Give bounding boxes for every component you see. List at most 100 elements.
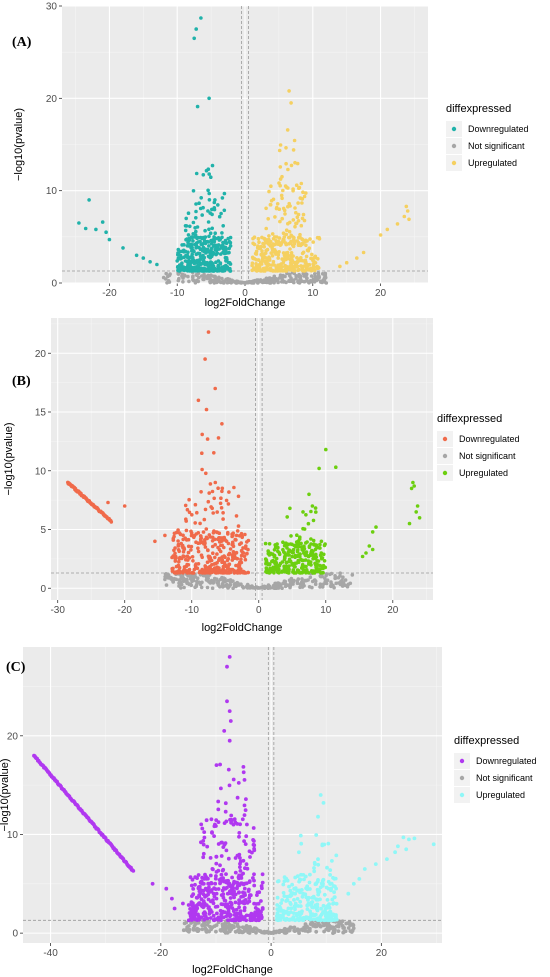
data-point-downregulated xyxy=(201,839,206,843)
data-point-downregulated xyxy=(202,917,207,922)
data-point-upregulated xyxy=(297,850,301,855)
data-point-downregulated xyxy=(206,876,210,881)
data-point-not-significant xyxy=(281,280,286,284)
data-point-downregulated xyxy=(83,226,88,231)
data-point-upregulated xyxy=(338,264,342,269)
data-point-not-significant xyxy=(306,578,310,582)
x-tick-label: -10 xyxy=(185,605,200,616)
data-point-downregulated xyxy=(242,803,247,808)
data-point-upregulated xyxy=(301,250,306,255)
data-point-downregulated xyxy=(192,567,197,572)
data-point-not-significant xyxy=(272,930,276,934)
data-point-not-significant xyxy=(258,279,263,284)
data-point-downregulated xyxy=(189,883,194,888)
data-point-downregulated xyxy=(226,530,230,535)
data-point-downregulated xyxy=(196,240,200,244)
data-point-upregulated xyxy=(289,233,294,238)
data-point-downregulated xyxy=(207,266,211,270)
data-point-upregulated xyxy=(298,552,302,556)
data-point-upregulated xyxy=(301,212,306,217)
data-point-downregulated xyxy=(207,172,211,176)
data-point-upregulated xyxy=(294,561,299,565)
data-point-downregulated xyxy=(197,894,202,899)
data-point-downregulated xyxy=(208,231,213,235)
data-point-not-significant xyxy=(222,925,227,929)
data-point-downregulated xyxy=(214,874,218,878)
data-point-upregulated xyxy=(293,206,297,210)
data-point-upregulated xyxy=(321,910,326,914)
data-point-downregulated xyxy=(214,896,219,901)
data-point-upregulated xyxy=(307,492,311,497)
data-point-upregulated xyxy=(282,208,287,213)
data-point-upregulated xyxy=(251,236,255,241)
data-point-upregulated xyxy=(318,542,322,547)
data-point-not-significant xyxy=(214,929,218,934)
data-point-downregulated xyxy=(198,569,202,574)
data-point-upregulated xyxy=(270,248,275,252)
data-point-upregulated xyxy=(407,217,411,222)
data-point-downregulated xyxy=(219,211,223,216)
data-point-not-significant xyxy=(181,928,186,933)
data-point-downregulated xyxy=(211,913,216,918)
data-point-upregulated xyxy=(294,210,298,215)
data-point-upregulated xyxy=(304,564,308,569)
data-point-downregulated xyxy=(171,566,175,571)
data-point-not-significant xyxy=(278,583,283,587)
data-point-downregulated xyxy=(242,908,247,913)
data-point-upregulated xyxy=(346,891,351,896)
data-point-downregulated xyxy=(256,916,261,921)
data-point-downregulated xyxy=(185,237,189,242)
data-point-not-significant xyxy=(300,580,304,584)
y-tick-label: 0 xyxy=(40,584,46,595)
data-point-upregulated xyxy=(299,872,303,877)
data-point-downregulated xyxy=(237,534,242,538)
data-point-downregulated xyxy=(192,909,196,913)
data-point-downregulated xyxy=(246,538,251,543)
data-point-not-significant xyxy=(297,273,302,278)
data-point-downregulated xyxy=(202,835,207,840)
data-point-upregulated xyxy=(263,541,268,546)
data-point-downregulated xyxy=(187,556,192,560)
data-point-downregulated xyxy=(227,881,232,886)
data-point-downregulated xyxy=(186,550,191,555)
data-point-downregulated xyxy=(252,848,257,853)
data-point-not-significant xyxy=(318,582,323,586)
data-point-upregulated xyxy=(285,546,289,550)
data-point-upregulated xyxy=(378,233,383,237)
data-point-upregulated xyxy=(293,565,297,569)
data-point-upregulated xyxy=(300,267,305,271)
data-point-downregulated xyxy=(189,548,193,552)
data-point-upregulated xyxy=(284,564,289,568)
data-point-upregulated xyxy=(332,890,336,894)
data-point-not-significant xyxy=(271,278,276,282)
data-point-downregulated xyxy=(206,188,210,193)
data-point-downregulated xyxy=(212,451,216,455)
data-point-not-significant xyxy=(179,582,184,587)
data-point-upregulated xyxy=(295,259,300,264)
data-point-downregulated xyxy=(186,240,190,245)
data-point-upregulated xyxy=(330,859,334,863)
data-point-not-significant xyxy=(235,281,239,285)
data-point-upregulated xyxy=(385,857,389,861)
data-point-upregulated xyxy=(320,842,325,847)
data-point-downregulated xyxy=(237,905,242,910)
data-point-upregulated xyxy=(279,901,283,905)
data-point-upregulated xyxy=(286,906,291,911)
data-point-not-significant xyxy=(350,573,355,577)
data-point-downregulated xyxy=(213,542,217,547)
data-point-upregulated xyxy=(250,255,255,260)
data-point-not-significant xyxy=(336,929,341,933)
data-point-upregulated xyxy=(274,560,278,564)
data-point-downregulated xyxy=(227,783,232,788)
data-point-not-significant xyxy=(194,582,199,587)
data-point-upregulated xyxy=(415,504,420,508)
data-point-downregulated xyxy=(233,552,237,556)
data-point-upregulated xyxy=(277,551,282,555)
data-point-upregulated xyxy=(268,551,273,556)
data-point-downregulated xyxy=(186,918,191,923)
data-point-downregulated xyxy=(189,531,194,535)
data-point-downregulated xyxy=(195,104,200,109)
data-point-downregulated xyxy=(194,216,198,220)
data-point-downregulated xyxy=(203,357,207,361)
data-point-not-significant xyxy=(288,925,293,930)
